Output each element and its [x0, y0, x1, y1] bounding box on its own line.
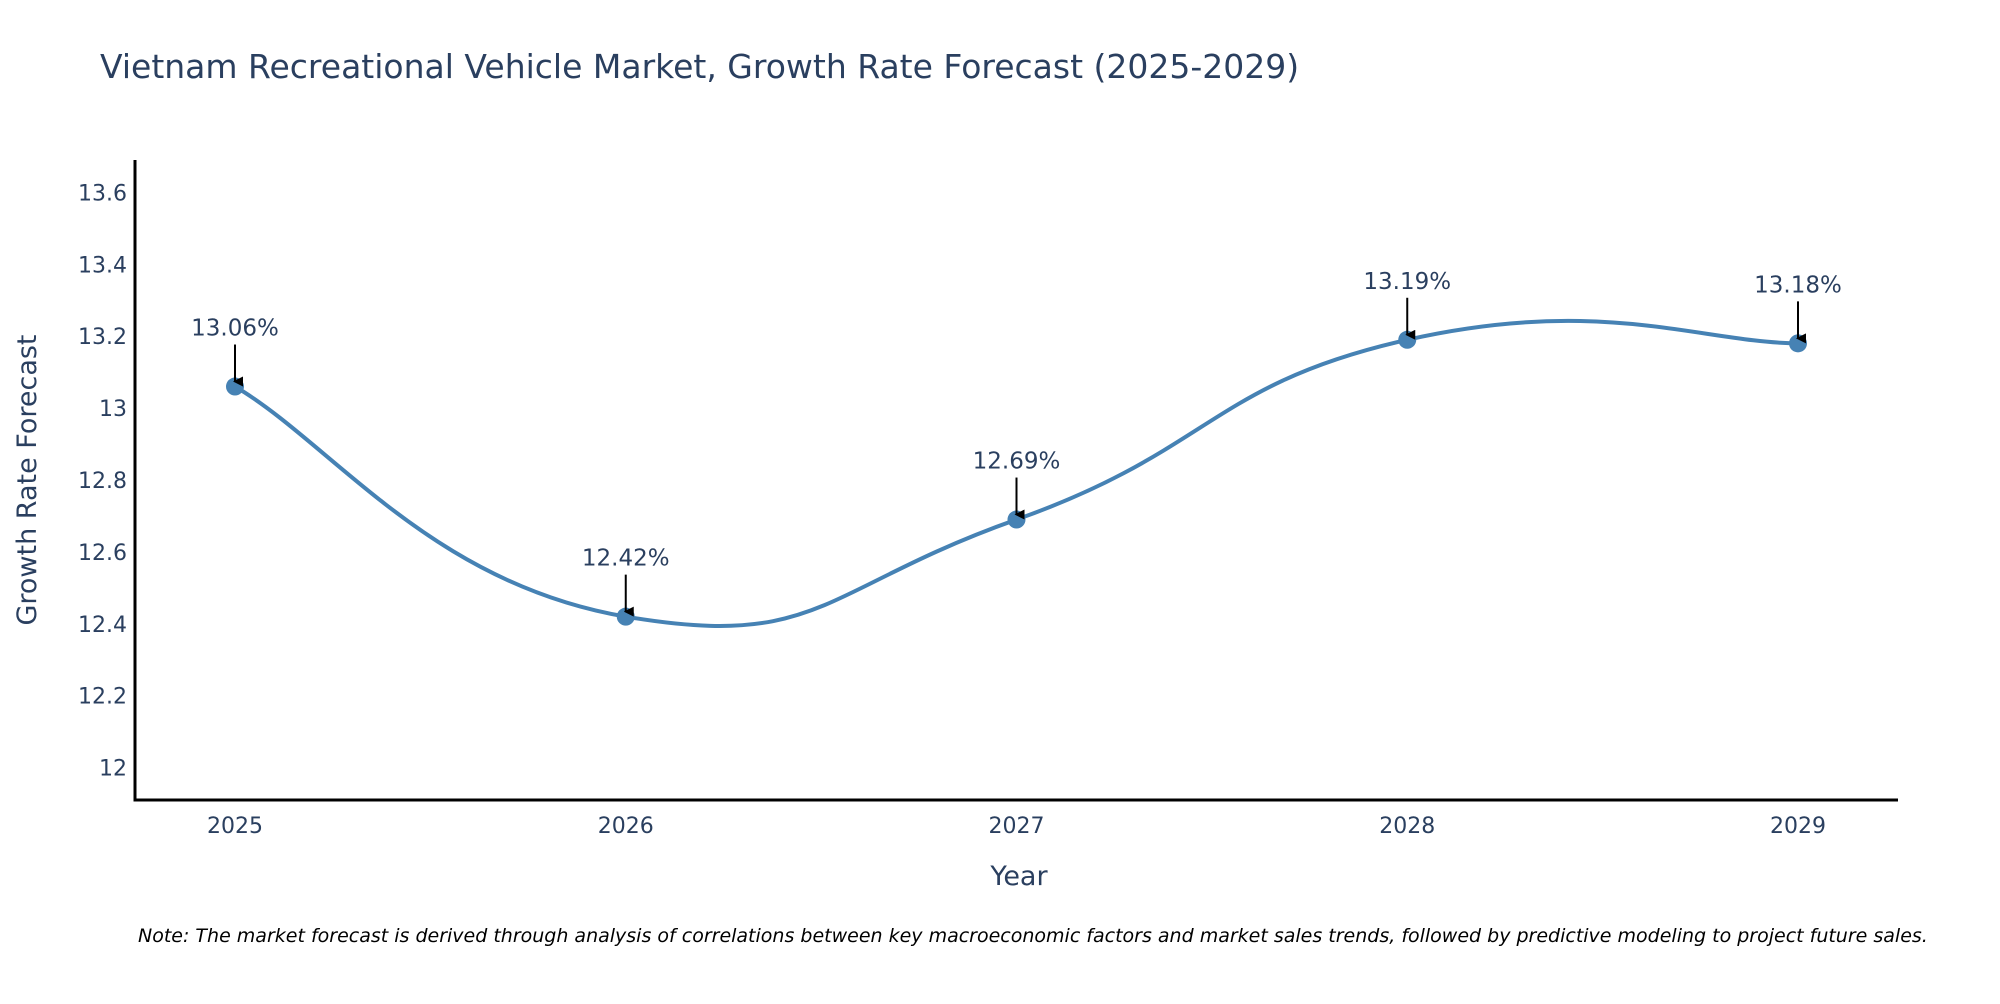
- x-tick-label: 2028: [1379, 814, 1435, 839]
- y-axis-title: Growth Rate Forecast: [12, 334, 43, 625]
- x-axis-title: Year: [989, 861, 1048, 892]
- chart-title: Vietnam Recreational Vehicle Market, Gro…: [100, 47, 1299, 86]
- y-tick-label: 12.8: [78, 469, 127, 494]
- x-tick-label: 2026: [598, 814, 654, 839]
- y-tick-label: 13.2: [78, 325, 127, 350]
- data-label: 13.18%: [1754, 272, 1842, 298]
- y-tick-label: 13.6: [78, 181, 127, 206]
- y-tick-label: 13: [99, 397, 127, 422]
- x-tick-label: 2027: [989, 814, 1045, 839]
- x-axis: 2025 2026 2027 2028 2029: [133, 798, 1898, 839]
- y-tick-label: 13.4: [78, 253, 127, 278]
- data-annotations: 13.06% 12.42% 12.69% 13.19% 13.18%: [191, 269, 1842, 617]
- y-tick-label: 12.2: [78, 685, 127, 710]
- data-label: 12.69%: [973, 449, 1061, 475]
- chart-note: Note: The market forecast is derived thr…: [138, 925, 1928, 947]
- y-tick-label: 12.4: [78, 613, 127, 638]
- data-label: 12.42%: [582, 546, 670, 572]
- data-label: 13.06%: [191, 316, 279, 342]
- y-axis: 12 12.2 12.4 12.6 12.8 13 13.2 13.4 13.6: [78, 160, 137, 802]
- x-tick-label: 2025: [207, 814, 263, 839]
- y-tick-label: 12.6: [78, 541, 127, 566]
- data-label: 13.19%: [1363, 269, 1451, 295]
- x-tick-label: 2029: [1770, 814, 1826, 839]
- y-tick-label: 12: [99, 757, 127, 782]
